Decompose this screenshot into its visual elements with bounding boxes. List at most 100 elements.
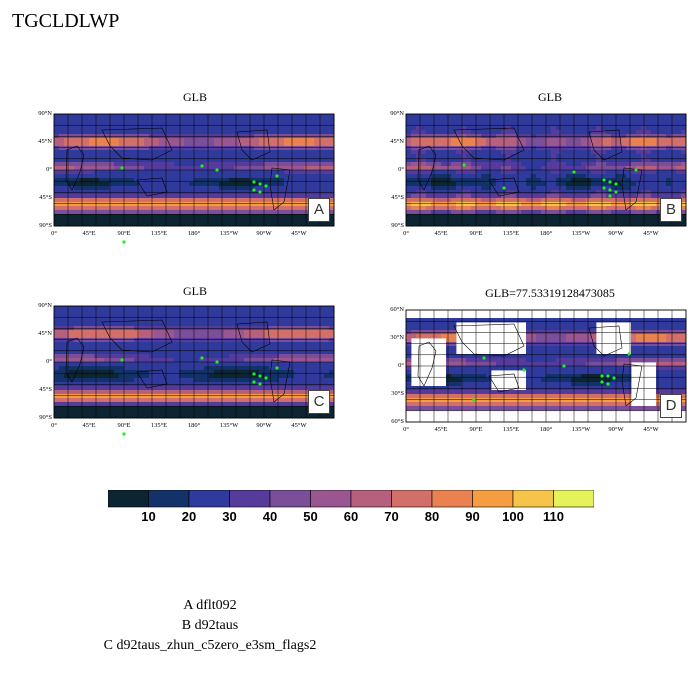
heat-cell: [234, 374, 240, 379]
heat-cell: [59, 362, 65, 367]
heat-cell: [536, 318, 542, 323]
heat-cell: [124, 358, 130, 363]
heat-cell: [636, 154, 642, 159]
heat-cell: [94, 162, 100, 167]
heat-cell: [139, 146, 145, 151]
heat-cell: [681, 158, 687, 163]
heat-cell: [581, 206, 587, 211]
heat-cell: [496, 214, 502, 219]
heat-cell: [661, 174, 667, 179]
heat-cell: [279, 330, 285, 335]
heat-cell: [164, 182, 170, 187]
heat-cell: [194, 414, 200, 419]
heat-cell: [74, 374, 80, 379]
heat-cell: [199, 118, 205, 123]
heat-cell: [244, 306, 250, 311]
heat-cell: [199, 146, 205, 151]
heat-cell: [194, 374, 200, 379]
heat-cell: [586, 322, 592, 327]
heat-cell: [324, 170, 330, 175]
heat-cell: [254, 390, 260, 395]
heat-cell: [259, 350, 265, 355]
heat-cell: [551, 182, 557, 187]
heat-cell: [269, 378, 275, 383]
heat-cell: [576, 178, 582, 183]
heat-cell: [411, 138, 417, 143]
heat-cell: [656, 210, 662, 215]
heat-cell: [329, 318, 335, 323]
heat-cell: [521, 318, 527, 323]
heat-cell: [516, 222, 522, 227]
heat-cell: [254, 410, 260, 415]
heat-cell: [204, 182, 210, 187]
heat-cell: [294, 182, 300, 187]
heat-cell: [556, 158, 562, 163]
heat-cell: [74, 166, 80, 171]
heat-cell: [441, 218, 447, 223]
heat-cell: [329, 178, 335, 183]
heat-cell: [516, 210, 522, 215]
heat-cell: [304, 378, 310, 383]
heat-cell: [471, 210, 477, 215]
heat-cell: [79, 218, 85, 223]
heat-cell: [431, 206, 437, 211]
heat-cell: [114, 318, 120, 323]
heat-cell: [274, 126, 280, 131]
heat-cell: [411, 150, 417, 155]
heat-cell: [546, 158, 552, 163]
heat-cell: [164, 206, 170, 211]
heat-cell: [451, 150, 457, 155]
heat-cell: [304, 162, 310, 167]
heat-cell: [304, 174, 310, 179]
heat-cell: [601, 222, 607, 227]
heat-cell: [189, 350, 195, 355]
heat-cell: [681, 142, 687, 147]
heat-cell: [536, 122, 542, 127]
heat-cell: [516, 130, 522, 135]
heat-cell: [284, 150, 290, 155]
heat-cell: [461, 198, 467, 203]
heat-cell: [481, 130, 487, 135]
heat-cell: [294, 146, 300, 151]
heat-cell: [541, 170, 547, 175]
heat-cell: [54, 166, 60, 171]
heat-cell: [606, 318, 612, 323]
heat-cell: [561, 158, 567, 163]
heat-cell: [269, 338, 275, 343]
heat-cell: [209, 410, 215, 415]
heat-cell: [531, 206, 537, 211]
heat-cell: [651, 138, 657, 143]
heat-cell: [556, 114, 562, 119]
heat-cell: [309, 366, 315, 371]
heat-cell: [254, 350, 260, 355]
heat-cell: [329, 314, 335, 319]
heat-cell: [264, 362, 270, 367]
heat-cell: [561, 162, 567, 167]
panel-label: C: [308, 390, 330, 414]
heat-cell: [184, 178, 190, 183]
heat-cell: [69, 194, 75, 199]
heat-cell: [466, 158, 472, 163]
heat-cell: [189, 142, 195, 147]
heat-cell: [209, 186, 215, 191]
heat-cell: [264, 350, 270, 355]
heat-cell: [259, 182, 265, 187]
heat-cell: [496, 222, 502, 227]
heat-cell: [184, 158, 190, 163]
heat-cell: [319, 118, 325, 123]
heat-cell: [269, 406, 275, 411]
heat-cell: [304, 122, 310, 127]
heat-cell: [531, 126, 537, 131]
heat-cell: [194, 386, 200, 391]
heat-cell: [229, 206, 235, 211]
heat-cell: [134, 154, 140, 159]
heat-cell: [84, 410, 90, 415]
heat-cell: [476, 126, 482, 131]
heat-cell: [119, 206, 125, 211]
heat-cell: [621, 214, 627, 219]
heat-cell: [249, 150, 255, 155]
heat-cell: [541, 182, 547, 187]
heat-cell: [586, 146, 592, 151]
heat-cell: [199, 130, 205, 135]
heat-cell: [259, 142, 265, 147]
